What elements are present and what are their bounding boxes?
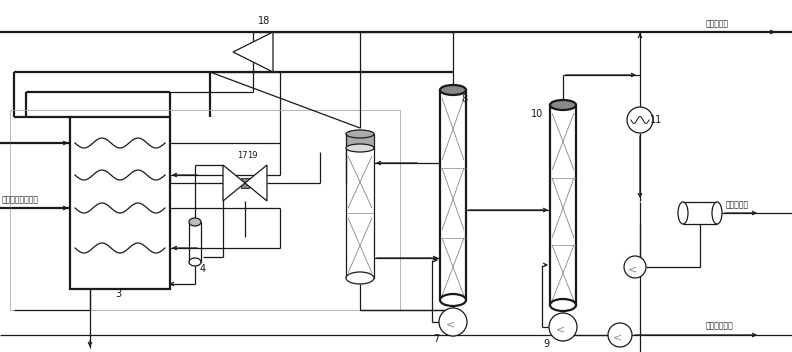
Polygon shape — [233, 32, 273, 72]
Text: 19: 19 — [247, 151, 257, 160]
Circle shape — [624, 256, 646, 278]
Text: 液化气产品: 液化气产品 — [726, 200, 749, 209]
Ellipse shape — [550, 299, 576, 311]
Circle shape — [439, 308, 467, 336]
Ellipse shape — [346, 130, 374, 138]
Bar — [550, 105, 576, 305]
Bar — [189, 222, 201, 262]
Ellipse shape — [550, 100, 576, 110]
Text: 9: 9 — [543, 339, 549, 349]
Text: 17: 17 — [237, 151, 248, 160]
Ellipse shape — [440, 85, 466, 95]
Text: 11: 11 — [650, 115, 662, 125]
Text: <: < — [446, 319, 455, 329]
Bar — [70, 117, 170, 289]
Ellipse shape — [189, 218, 201, 226]
Bar — [440, 90, 466, 300]
Text: 18: 18 — [258, 16, 270, 26]
Text: 干燥的原料天然气: 干燥的原料天然气 — [2, 195, 39, 204]
Bar — [346, 148, 374, 278]
Text: <: < — [628, 264, 638, 274]
Polygon shape — [223, 165, 245, 201]
Ellipse shape — [712, 202, 722, 224]
Text: 8: 8 — [461, 94, 467, 104]
Text: <: < — [556, 324, 565, 334]
Bar — [10, 110, 400, 310]
Text: 10: 10 — [531, 109, 543, 119]
Circle shape — [608, 323, 632, 347]
Text: 产品天然气: 产品天然气 — [706, 19, 729, 28]
Circle shape — [549, 313, 577, 341]
Text: <: < — [613, 332, 623, 342]
Bar — [346, 134, 374, 148]
Ellipse shape — [346, 144, 374, 152]
Circle shape — [627, 107, 653, 133]
Text: 4: 4 — [200, 264, 206, 274]
Bar — [241, 178, 249, 188]
Ellipse shape — [189, 258, 201, 266]
Ellipse shape — [440, 294, 466, 306]
Ellipse shape — [678, 202, 688, 224]
Text: 3: 3 — [115, 289, 121, 299]
Polygon shape — [245, 165, 267, 201]
Text: 7: 7 — [433, 334, 440, 344]
Ellipse shape — [346, 272, 374, 284]
Text: 稳定轻烃产品: 稳定轻烃产品 — [706, 321, 733, 330]
